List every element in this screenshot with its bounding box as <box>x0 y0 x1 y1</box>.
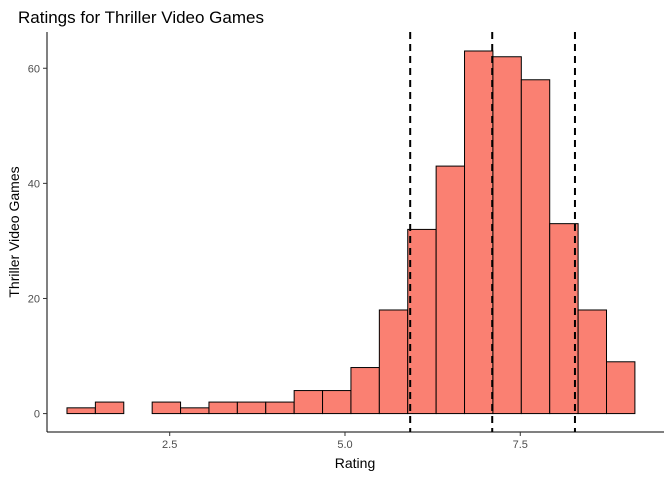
histogram-bar <box>549 223 579 415</box>
histogram-bar <box>265 401 295 415</box>
histogram-bar <box>464 50 494 415</box>
histogram-bar <box>577 309 608 415</box>
histogram-bar <box>66 407 96 415</box>
histogram-bar <box>94 401 125 415</box>
x-tick-label: 2.5 <box>162 439 177 451</box>
y-axis-ticks: 0 20 40 60 <box>28 63 47 421</box>
reference-lines <box>409 32 576 432</box>
y-tick-label: 20 <box>28 293 40 305</box>
x-axis-ticks: 2.5 5.0 7.5 <box>162 432 528 451</box>
histogram-bar <box>293 390 324 415</box>
x-axis-title: Rating <box>335 455 375 471</box>
bars-group <box>66 50 636 415</box>
histogram-bar <box>350 367 380 415</box>
histogram-bar <box>236 401 267 415</box>
histogram-bar <box>492 56 522 415</box>
histogram-bar <box>151 401 182 415</box>
y-tick-label: 0 <box>34 409 40 421</box>
histogram-bar <box>435 165 466 415</box>
histogram-bar <box>208 401 238 415</box>
histogram-bar <box>520 79 551 415</box>
y-axis-title: Thriller Video Games <box>6 166 22 297</box>
histogram-bar <box>606 361 636 415</box>
x-tick-label: 5.0 <box>337 439 352 451</box>
histogram-bar <box>378 309 409 415</box>
x-tick-label: 7.5 <box>513 439 528 451</box>
histogram-bar <box>180 407 210 415</box>
y-tick-label: 40 <box>28 178 40 190</box>
chart-title: Ratings for Thriller Video Games <box>18 8 264 27</box>
histogram-bar <box>407 228 437 415</box>
histogram-bar <box>322 390 352 415</box>
y-tick-label: 60 <box>28 63 40 75</box>
